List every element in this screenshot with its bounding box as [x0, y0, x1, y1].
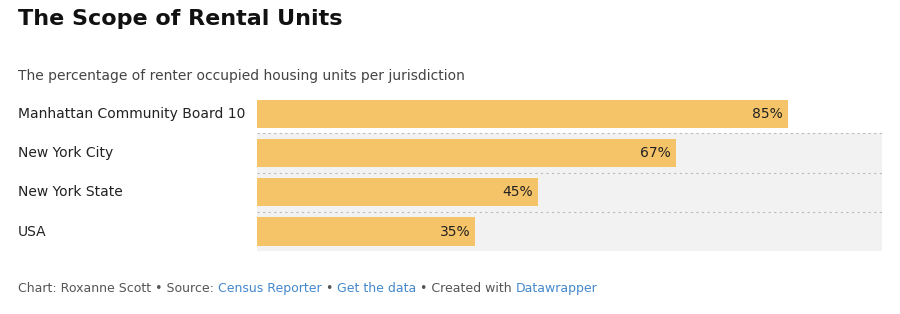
Text: The percentage of renter occupied housing units per jurisdiction: The percentage of renter occupied housin…: [18, 69, 465, 83]
Text: New York City: New York City: [18, 146, 113, 160]
Text: 45%: 45%: [502, 185, 533, 199]
Text: USA: USA: [18, 225, 47, 239]
Text: • Created with: • Created with: [416, 282, 516, 295]
Bar: [256, 94, 882, 133]
Bar: [256, 178, 538, 207]
Text: Census Reporter: Census Reporter: [218, 282, 321, 295]
Bar: [256, 133, 882, 173]
Text: 35%: 35%: [440, 225, 471, 239]
Bar: [256, 217, 475, 246]
Bar: [256, 212, 882, 251]
Text: 67%: 67%: [640, 146, 670, 160]
Text: Manhattan Community Board 10: Manhattan Community Board 10: [18, 107, 246, 121]
Bar: [256, 139, 676, 167]
Bar: [256, 173, 882, 212]
Bar: [256, 100, 788, 128]
Text: Get the data: Get the data: [337, 282, 416, 295]
Text: Datawrapper: Datawrapper: [516, 282, 598, 295]
Text: 85%: 85%: [752, 107, 783, 121]
Text: •: •: [321, 282, 337, 295]
Text: New York State: New York State: [18, 185, 122, 199]
Text: Chart: Roxanne Scott • Source:: Chart: Roxanne Scott • Source:: [18, 282, 218, 295]
Text: The Scope of Rental Units: The Scope of Rental Units: [18, 9, 343, 30]
